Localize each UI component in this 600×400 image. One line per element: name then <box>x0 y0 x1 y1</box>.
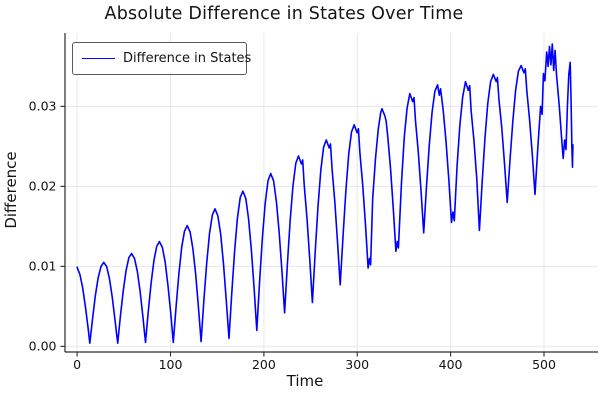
x-tick-label-0: 0 <box>73 357 81 372</box>
x-tick-label-100: 100 <box>159 357 183 372</box>
x-tick-label-200: 200 <box>252 357 276 372</box>
difference-series-line <box>76 43 574 345</box>
axes-spines <box>64 33 598 353</box>
x-tick-label-300: 300 <box>345 357 369 372</box>
tick-labels: 0 100 200 300 400 500 0.00 0.01 0.02 0.03 <box>29 99 556 372</box>
legend-box: Difference in States <box>72 42 251 75</box>
legend-line-sample <box>82 58 115 59</box>
y-axis-title: Difference <box>2 151 20 229</box>
x-axis-title: Time <box>286 372 324 390</box>
y-tick-label-0.03: 0.03 <box>29 99 57 114</box>
y-tick-label-0.00: 0.00 <box>29 339 57 354</box>
x-tick-label-500: 500 <box>532 357 556 372</box>
legend-series-label: Difference in States <box>123 51 252 66</box>
tick-marks <box>60 105 545 357</box>
x-tick-label-400: 400 <box>439 357 463 372</box>
gridlines <box>65 33 598 352</box>
y-tick-label-0.02: 0.02 <box>29 179 57 194</box>
y-tick-label-0.01: 0.01 <box>29 259 57 274</box>
chart-title: Absolute Difference in States Over Time <box>104 4 464 24</box>
